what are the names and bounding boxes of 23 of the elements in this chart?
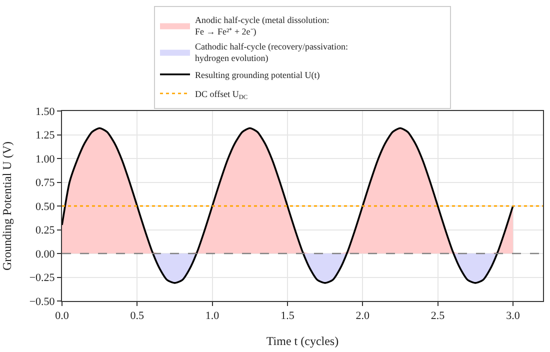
y-tick-label: 0.50 <box>36 200 56 213</box>
x-axis-title: Time t (cycles) <box>266 334 339 348</box>
y-tick-label: 0.25 <box>36 224 56 237</box>
x-tick-label: 2.5 <box>430 310 446 322</box>
x-tick-label: 0.0 <box>55 310 70 322</box>
x-tick-label: 1.5 <box>280 310 295 322</box>
legend-label: DC offset U$_{DC}$ <box>195 88 248 101</box>
x-tick-label: 2.0 <box>356 310 370 322</box>
y-axis-title: Grounding Potential U (V) <box>0 142 14 270</box>
x-tick-label: 3.0 <box>506 310 520 322</box>
legend-label: Anodic half-cycle (metal dissolution: Fe → Fe²⁺ + 2e⁻) <box>195 14 330 37</box>
legend-label: Cathodic half-cycle (recovery/passivation: hydrogen evolution) <box>195 41 348 64</box>
legend-label: Resulting grounding potential U(t) <box>195 70 320 80</box>
y-tick-label: 0.00 <box>36 248 56 260</box>
y-tick-label: −0.50 <box>29 296 56 308</box>
line-series <box>62 127 514 284</box>
y-tick-label: 0.75 <box>36 177 56 190</box>
y-tick-label: 1.25 <box>36 130 56 142</box>
y-tick-label: 1.50 <box>36 106 56 118</box>
x-tick-label: 0.5 <box>130 310 145 322</box>
x-tick-label: 1.0 <box>205 310 220 322</box>
y-tick-label: 1.00 <box>36 153 56 166</box>
y-tick-label: −0.25 <box>29 272 56 284</box>
